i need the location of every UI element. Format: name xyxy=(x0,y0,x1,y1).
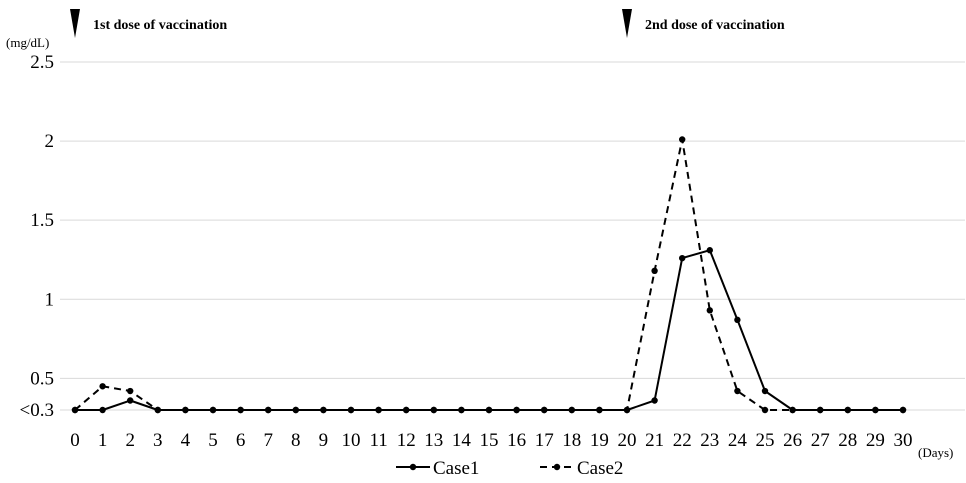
x-tick-label: 9 xyxy=(319,430,329,451)
x-tick-label: 23 xyxy=(700,430,719,451)
data-point-case2 xyxy=(651,267,658,274)
data-point-case2 xyxy=(817,406,824,414)
series-line-case1 xyxy=(75,249,903,411)
series-line-case2 xyxy=(74,138,903,411)
y-tick-label: 1 xyxy=(45,289,55,310)
x-tick-label: 12 xyxy=(397,430,416,451)
legend-marker xyxy=(553,463,561,471)
triangle-down-icon xyxy=(70,9,80,38)
x-tick-label: 4 xyxy=(181,430,191,451)
data-point-case1 xyxy=(761,387,769,395)
x-tick-label: 20 xyxy=(618,430,637,451)
x-tick-label: 17 xyxy=(535,430,554,451)
data-point-case2 xyxy=(623,406,631,414)
x-tick-label: 7 xyxy=(263,430,273,451)
x-tick-label: 5 xyxy=(208,430,218,451)
x-axis-label: (Days) xyxy=(918,445,953,460)
y-tick-label: 1.5 xyxy=(30,210,54,231)
data-point-case2 xyxy=(265,406,272,414)
data-point-case1 xyxy=(679,254,686,262)
x-tick-label: 2 xyxy=(125,430,135,451)
data-point-case2 xyxy=(541,406,548,414)
data-point-case2 xyxy=(127,387,134,395)
y-tick-label: <0.3 xyxy=(20,400,54,421)
data-point-case2 xyxy=(789,406,796,414)
x-tick-label: 24 xyxy=(728,430,748,451)
y-axis-ticks: <0.3 0.5 1 1.5 2 2.5 xyxy=(20,52,54,421)
x-tick-label: 28 xyxy=(838,430,857,451)
triangle-down-icon xyxy=(622,9,632,38)
x-tick-label: 14 xyxy=(452,430,472,451)
gridlines xyxy=(60,61,965,411)
data-point-case2 xyxy=(99,383,106,390)
x-tick-label: 3 xyxy=(153,430,163,451)
data-point-case1 xyxy=(706,247,713,254)
data-point-case2 xyxy=(71,406,79,414)
data-point-case2 xyxy=(872,406,879,414)
data-point-case2 xyxy=(596,406,603,414)
data-point-case2 xyxy=(430,406,437,414)
y-tick-label: 2.5 xyxy=(30,52,54,73)
x-tick-label: 13 xyxy=(424,430,443,451)
data-point-case2 xyxy=(403,406,410,414)
data-point-case2 xyxy=(458,406,465,414)
data-point-case2 xyxy=(568,406,575,414)
y-tick-label: 0.5 xyxy=(30,368,54,389)
data-point-case2 xyxy=(375,406,382,414)
data-point-case2 xyxy=(734,387,741,395)
legend-marker xyxy=(409,463,417,471)
legend-label-case2: Case2 xyxy=(577,458,623,479)
annotation-label: 1st dose of vaccination xyxy=(93,18,227,33)
data-point-case1 xyxy=(127,397,134,404)
data-point-case2 xyxy=(485,406,493,414)
data-point-case2 xyxy=(182,406,189,414)
annotations: 1st dose of vaccination 2nd dose of vacci… xyxy=(70,9,785,38)
data-point-case2 xyxy=(320,406,327,414)
data-point-case2 xyxy=(209,406,217,414)
x-tick-label: 21 xyxy=(645,430,664,451)
x-tick-label: 6 xyxy=(236,430,246,451)
data-point-case2 xyxy=(513,406,520,414)
x-tick-label: 29 xyxy=(866,430,885,451)
x-tick-label: 27 xyxy=(811,430,830,451)
data-point-case2 xyxy=(899,406,907,414)
y-tick-label: 2 xyxy=(45,131,55,152)
annotation-label: 2nd dose of vaccination xyxy=(645,18,785,33)
series-lines xyxy=(74,138,903,411)
data-point-case2 xyxy=(292,406,299,414)
data-point-case2 xyxy=(679,136,686,143)
data-point-case2 xyxy=(237,406,244,414)
x-tick-label: 30 xyxy=(894,430,913,451)
data-point-case1 xyxy=(99,406,106,414)
x-tick-label: 10 xyxy=(342,430,361,451)
data-point-case1 xyxy=(651,397,658,404)
legend-label-case1: Case1 xyxy=(433,458,479,479)
x-tick-label: 26 xyxy=(783,430,802,451)
x-tick-label: 0 xyxy=(70,430,80,451)
x-tick-label: 19 xyxy=(590,430,609,451)
data-point-case2 xyxy=(347,406,355,414)
series-points xyxy=(71,136,907,414)
x-tick-label: 11 xyxy=(369,430,387,451)
data-point-case2 xyxy=(154,406,161,414)
x-tick-label: 25 xyxy=(756,430,775,451)
legend: Case1 Case2 xyxy=(396,458,623,479)
x-axis-ticks: 0 1 2 3 4 5 6 7 8 9 10 11 12 13 14 15 16 17 18 19 20 21 22 23 24… xyxy=(70,430,912,451)
y-axis-label: (mg/dL) xyxy=(6,35,49,50)
x-tick-label: 1 xyxy=(98,430,108,451)
x-tick-label: 22 xyxy=(673,430,692,451)
x-tick-label: 18 xyxy=(562,430,581,451)
data-point-case2 xyxy=(761,406,769,414)
x-tick-label: 16 xyxy=(507,430,526,451)
data-point-case1 xyxy=(734,316,741,324)
data-point-case2 xyxy=(844,406,851,414)
data-point-case2 xyxy=(706,307,713,314)
x-tick-label: 15 xyxy=(480,430,499,451)
x-tick-label: 8 xyxy=(291,430,301,451)
